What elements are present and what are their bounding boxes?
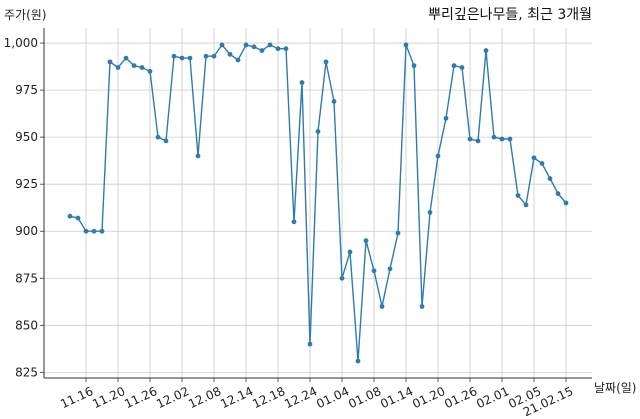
data-point bbox=[483, 48, 489, 53]
x-tick-label: 01.14 bbox=[378, 384, 415, 411]
data-point bbox=[91, 228, 97, 234]
x-tick-label: 12.08 bbox=[186, 384, 223, 411]
x-tick-label: 12.02 bbox=[154, 384, 191, 411]
data-point bbox=[259, 48, 265, 53]
y-tick-label: 875 bbox=[15, 271, 38, 285]
x-tick-label: 12.14 bbox=[218, 384, 255, 411]
x-tick-label: 11.20 bbox=[90, 384, 127, 411]
data-point bbox=[163, 138, 169, 144]
data-point bbox=[499, 136, 505, 142]
data-point bbox=[395, 230, 401, 236]
y-tick-labels: 825 850 875 900 925 950 975 1,000 bbox=[4, 36, 44, 379]
data-point bbox=[307, 341, 313, 347]
data-point bbox=[547, 176, 553, 181]
data-point bbox=[211, 53, 217, 59]
data-point bbox=[283, 46, 289, 52]
data-point bbox=[179, 55, 185, 61]
y-tick-label: 975 bbox=[15, 83, 38, 97]
y-tick-label: 900 bbox=[15, 224, 38, 238]
x-tick-label: 11.26 bbox=[122, 384, 159, 411]
x-tick-label: 01.20 bbox=[410, 384, 447, 411]
data-point bbox=[539, 161, 545, 166]
data-point bbox=[491, 134, 497, 140]
data-point bbox=[419, 304, 425, 309]
data-point bbox=[267, 42, 273, 48]
data-point bbox=[443, 115, 449, 121]
x-tick-label: 11.16 bbox=[58, 384, 95, 411]
y-tick-label: 925 bbox=[15, 177, 38, 191]
data-point bbox=[427, 210, 433, 215]
chart-title: 뿌리깊은나무들, 최근 3개월 bbox=[428, 7, 592, 23]
data-point bbox=[467, 136, 473, 142]
data-point bbox=[155, 134, 161, 140]
data-point bbox=[275, 46, 281, 52]
y-tick-label: 825 bbox=[15, 365, 38, 379]
data-point bbox=[235, 57, 241, 63]
y-tick-label: 1,000 bbox=[4, 36, 38, 50]
data-point bbox=[123, 55, 129, 61]
data-point bbox=[475, 138, 481, 144]
data-point bbox=[227, 51, 233, 57]
data-point bbox=[531, 155, 537, 161]
y-axis-label: 주가(원) bbox=[4, 8, 46, 22]
grid-lines bbox=[44, 28, 592, 378]
data-point bbox=[67, 213, 73, 219]
data-point bbox=[83, 228, 89, 234]
x-tick-label: 12.18 bbox=[250, 384, 287, 411]
x-tick-label: 01.04 bbox=[314, 384, 351, 411]
data-point bbox=[291, 219, 297, 225]
data-point bbox=[347, 249, 353, 255]
x-tick-label: 01.26 bbox=[442, 384, 479, 411]
series-price bbox=[69, 43, 567, 362]
data-point bbox=[187, 55, 193, 61]
data-point bbox=[99, 228, 105, 234]
data-point bbox=[331, 98, 337, 104]
x-tick-labels: 11.1611.2011.2612.0212.0812.1412.1812.24… bbox=[58, 378, 575, 419]
x-tick-label: 12.24 bbox=[282, 384, 319, 411]
data-point bbox=[171, 53, 177, 59]
data-point bbox=[563, 200, 569, 206]
x-tick-label: 02.01 bbox=[474, 384, 511, 411]
data-point bbox=[523, 202, 529, 208]
data-point bbox=[379, 304, 385, 309]
data-point bbox=[363, 238, 369, 244]
data-point bbox=[459, 65, 465, 70]
data-point bbox=[411, 63, 417, 69]
data-point bbox=[403, 42, 409, 48]
data-point bbox=[147, 68, 153, 74]
x-tick-label: 01.08 bbox=[346, 384, 383, 411]
data-point bbox=[115, 65, 121, 70]
data-point bbox=[451, 63, 457, 69]
data-point bbox=[251, 44, 257, 50]
data-point bbox=[107, 59, 113, 65]
x-axis-label: 날짜(일) bbox=[594, 381, 636, 395]
data-point bbox=[339, 275, 345, 281]
data-point bbox=[435, 153, 441, 159]
data-point bbox=[355, 358, 361, 364]
data-point bbox=[515, 193, 521, 198]
data-point bbox=[323, 59, 329, 65]
data-points bbox=[67, 42, 569, 364]
data-point bbox=[203, 53, 209, 59]
data-point bbox=[75, 215, 81, 221]
data-point bbox=[139, 65, 145, 70]
data-point bbox=[131, 63, 137, 69]
y-tick-label: 850 bbox=[15, 318, 38, 332]
data-point bbox=[195, 153, 201, 159]
data-point bbox=[507, 136, 513, 142]
data-point bbox=[243, 42, 249, 48]
data-point bbox=[555, 191, 561, 196]
y-tick-label: 950 bbox=[15, 130, 38, 144]
data-point bbox=[315, 129, 321, 134]
data-point bbox=[219, 42, 225, 48]
data-point bbox=[387, 266, 393, 272]
price-line bbox=[69, 43, 567, 362]
data-point bbox=[371, 268, 377, 274]
data-point bbox=[299, 80, 305, 85]
axes bbox=[43, 28, 592, 379]
